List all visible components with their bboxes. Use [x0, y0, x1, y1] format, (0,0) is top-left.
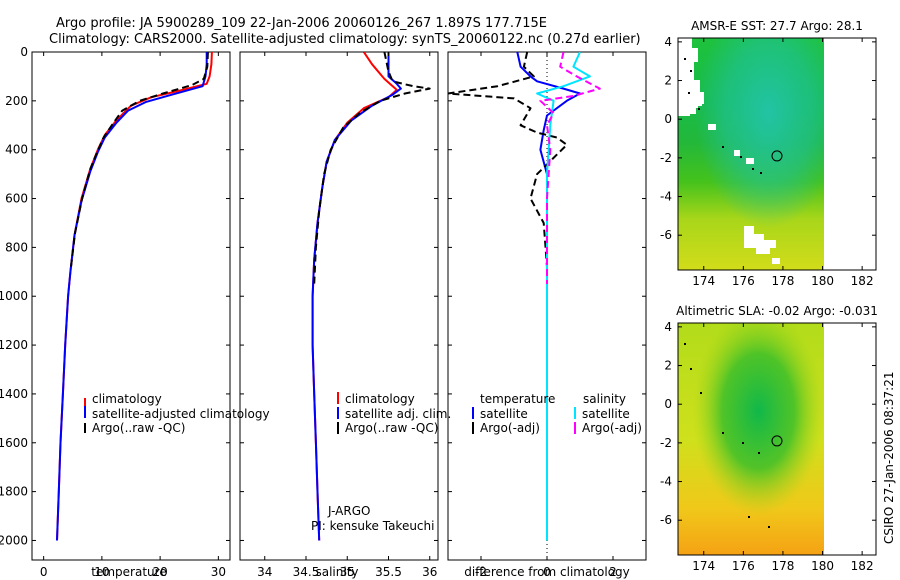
series-line-temperature-argo-adj — [448, 52, 568, 267]
x-tick-label: 10 — [94, 565, 109, 579]
sal-legend-satellite: satellite adj. clim. — [345, 407, 451, 421]
latitude-tick-label: -2 — [660, 436, 672, 450]
latitude-tick-label: 0 — [664, 112, 672, 126]
sst-missing-data — [678, 38, 780, 264]
longitude-tick-label: 174 — [692, 559, 715, 573]
difference-axis-label: difference from climatology — [464, 565, 630, 579]
depth-tick-label: 1600 — [0, 436, 28, 450]
series-line-climatology — [311, 52, 398, 541]
depth-tick-label: 2000 — [0, 533, 28, 547]
title-line-2: Climatology: CARS2000. Satellite-adjuste… — [49, 32, 641, 47]
depth-tick-label: 800 — [5, 240, 28, 254]
sla-map-panel: Altimetric SLA: -0.02 Argo: -0.031 174 17… — [660, 304, 878, 573]
diff-legend-salinity-title: salinity — [583, 392, 626, 406]
longitude-tick-label: 176 — [732, 274, 755, 288]
longitude-tick-label: 182 — [851, 559, 874, 573]
depth-tick-label: 1200 — [0, 338, 28, 352]
temp-legend-argo: Argo(..raw -QC) — [92, 421, 185, 435]
latitude-tick-label: 4 — [664, 35, 672, 49]
series-line-salinity-satellite — [536, 52, 591, 541]
difference-panel: -2 0 2 temperature satellite Argo(-adj) sa… — [447, 51, 647, 579]
x-tick-label: 30 — [211, 565, 226, 579]
series-line-temperature-satellite — [516, 52, 581, 541]
x-tick-label: 34 — [257, 565, 272, 579]
series-line-argo-raw-qc — [313, 52, 431, 285]
series-line-salinity-argo-adj — [539, 52, 601, 284]
sst-map-panel: AMSR-E SST: 27.7 Argo: 28.1 174 176 178 180… — [660, 19, 877, 288]
latitude-tick-label: -2 — [660, 151, 672, 165]
latitude-tick-label: 2 — [664, 74, 672, 88]
temp-legend-satellite: satellite-adjusted climatology — [92, 407, 270, 421]
salinity-legend: climatology satellite adj. clim. Argo(..… — [337, 392, 451, 435]
sla-coastline — [684, 343, 770, 528]
longitude-tick-label: 176 — [732, 559, 755, 573]
depth-tick-label: 400 — [5, 143, 28, 157]
depth-tick-label: 1800 — [0, 485, 28, 499]
series-line-argo-raw-qc — [70, 52, 209, 268]
diff-legend-temp-satellite: satellite — [480, 407, 528, 421]
temp-legend-climatology: climatology — [92, 392, 162, 406]
x-tick-label: 20 — [152, 565, 167, 579]
float-operator: J-ARGO — [327, 504, 370, 518]
series-line-climatology — [56, 52, 213, 541]
x-tick-label: 35 — [340, 565, 355, 579]
timestamp-side-label: CSIRO 27-Jan-2006 08:37:21 — [882, 372, 896, 544]
latitude-tick-label: 4 — [664, 320, 672, 334]
principal-investigator: PI: kensuke Takeuchi — [311, 519, 434, 533]
x-tick-label: 35.5 — [375, 565, 402, 579]
latitude-tick-label: 2 — [664, 359, 672, 373]
x-tick-label: 2 — [609, 565, 617, 579]
x-tick-label: -2 — [475, 565, 487, 579]
x-tick-label: 34.5 — [293, 565, 320, 579]
series-line-satellite-adjusted-climatology — [56, 52, 208, 541]
diff-legend-sal-argo: Argo(-adj) — [582, 421, 642, 435]
difference-legend: temperature satellite Argo(-adj) salinit… — [472, 392, 642, 435]
longitude-tick-label: 174 — [692, 274, 715, 288]
temperature-panel: 0 10 20 30 0 200 400 600 800 1000 1200 1400 1600 1800… — [0, 45, 270, 579]
longitude-tick-label: 178 — [771, 559, 794, 573]
sla-map-title: Altimetric SLA: -0.02 Argo: -0.031 — [676, 304, 878, 318]
depth-tick-label: 1400 — [0, 387, 28, 401]
depth-tick-label: 1000 — [0, 289, 28, 303]
salinity-axis-label: salinity — [315, 565, 358, 579]
diff-legend-sal-satellite: satellite — [582, 407, 630, 421]
depth-tick-label: 200 — [5, 94, 28, 108]
depth-tick-label: 0 — [20, 45, 28, 59]
longitude-tick-label: 178 — [771, 274, 794, 288]
latitude-tick-label: 0 — [664, 397, 672, 411]
longitude-tick-label: 180 — [811, 274, 834, 288]
sal-legend-climatology: climatology — [345, 392, 415, 406]
series-line-satellite-adj-clim — [311, 52, 402, 541]
sst-float-position-marker — [771, 150, 783, 162]
sst-coastline — [684, 58, 762, 174]
sal-legend-argo: Argo(..raw -QC) — [345, 421, 438, 435]
latitude-tick-label: -6 — [660, 228, 672, 242]
sst-map-title: AMSR-E SST: 27.7 Argo: 28.1 — [691, 19, 863, 33]
depth-tick-label: 600 — [5, 192, 28, 206]
latitude-tick-label: -4 — [660, 475, 672, 489]
salinity-panel: 34 34.5 35 35.5 36 climatology satellite adj… — [239, 51, 451, 579]
sla-depression — [678, 323, 824, 555]
longitude-tick-label: 180 — [811, 559, 834, 573]
sla-float-position-marker — [771, 435, 783, 447]
longitude-tick-label: 182 — [851, 274, 874, 288]
x-tick-label: 0 — [40, 565, 48, 579]
diff-legend-temperature-title: temperature — [480, 392, 555, 406]
x-tick-label: 36 — [422, 565, 437, 579]
temperature-axis-label: temperature — [91, 565, 166, 579]
latitude-tick-label: -4 — [660, 190, 672, 204]
x-tick-label: 0 — [543, 565, 551, 579]
temperature-legend: climatology satellite-adjusted climatolo… — [84, 392, 270, 435]
latitude-tick-label: -6 — [660, 513, 672, 527]
title-line-1: Argo profile: JA 5900289_109 22-Jan-2006… — [56, 16, 547, 31]
diff-legend-temp-argo: Argo(-adj) — [480, 421, 540, 435]
